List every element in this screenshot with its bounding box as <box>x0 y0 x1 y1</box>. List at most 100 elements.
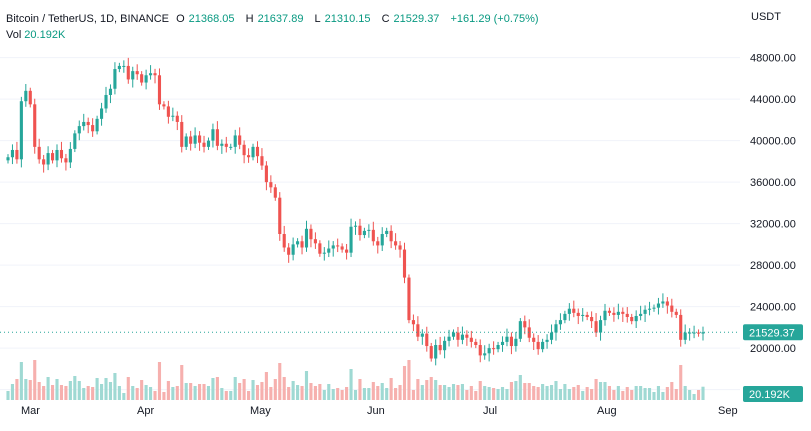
volume-bars <box>6 360 705 400</box>
volume-bar <box>282 377 286 400</box>
volume-bar <box>340 390 344 400</box>
volume-bar <box>594 379 598 400</box>
volume-bar <box>91 387 95 400</box>
candle-body <box>10 149 15 158</box>
candle-body <box>581 314 585 316</box>
candle-body <box>469 337 473 342</box>
volume-bar <box>683 386 687 400</box>
volume-bar <box>251 380 255 400</box>
candle-body <box>37 146 41 160</box>
candle-body <box>229 146 233 148</box>
candle-body <box>523 321 527 328</box>
candle-body <box>175 115 179 122</box>
candle-body <box>576 312 580 316</box>
volume-bar <box>394 388 398 400</box>
candle-body <box>572 308 576 313</box>
volume-bar <box>407 360 411 400</box>
volume-bar <box>242 379 246 400</box>
volume-bar <box>42 386 46 400</box>
volume-bar <box>585 387 589 400</box>
volume-bar <box>162 392 166 400</box>
candle-body <box>643 309 647 314</box>
candle-body <box>349 226 353 253</box>
volume-bar <box>674 389 678 400</box>
price-axis: 48000.00 44000.00 40000.00 36000.00 32000.00… <box>750 53 796 397</box>
volume-bar <box>46 377 50 400</box>
candle-body <box>536 341 540 350</box>
candle-body <box>590 317 594 322</box>
volume-bar <box>131 386 135 400</box>
volume-bar <box>443 385 447 400</box>
volume-bar <box>233 377 237 400</box>
candle-body <box>264 165 268 183</box>
currency-label[interactable]: USDT <box>751 11 781 23</box>
volume-bar <box>532 386 536 400</box>
candle-body <box>180 121 184 147</box>
volume-bar <box>166 381 170 400</box>
volume-bar <box>549 385 554 400</box>
y-tick-label: 36000.00 <box>750 177 796 189</box>
candle-body <box>679 314 683 340</box>
candle-body <box>438 345 442 351</box>
volume-bar <box>238 383 242 400</box>
symbol-title[interactable]: Bitcoin / TetherUS, 1D, BINANCE <box>6 13 170 25</box>
volume-bar <box>581 391 585 400</box>
candle-body <box>322 252 326 254</box>
candle-body <box>429 346 433 359</box>
candle-body <box>86 121 90 126</box>
volume-bar <box>612 390 616 400</box>
x-tick-label: Jun <box>367 405 385 417</box>
candle-body <box>407 277 411 321</box>
volume-bar <box>701 386 705 400</box>
volume-bar <box>211 378 215 400</box>
candle-body <box>50 153 55 161</box>
candle-body <box>460 334 464 340</box>
volume-bar <box>411 390 415 400</box>
candle-body <box>683 332 687 340</box>
close-field: C 21529.37 <box>381 13 440 25</box>
candle-body <box>701 332 705 334</box>
y-tick-label: 32000.00 <box>750 219 796 231</box>
candle-body <box>692 332 696 334</box>
volume-bar <box>371 382 375 400</box>
candle-body <box>171 115 175 117</box>
candle-body <box>122 65 126 67</box>
volume-bar <box>621 391 625 400</box>
candle-body <box>567 308 571 314</box>
high-field: H 21637.89 <box>245 13 304 25</box>
candle-body <box>91 125 95 132</box>
volume-bar <box>590 389 594 400</box>
candle-body <box>545 339 549 342</box>
candle-body <box>385 230 389 235</box>
candle-body <box>242 144 246 156</box>
candle-body <box>487 348 491 354</box>
volume-value: 20.192K <box>24 29 66 41</box>
volume-bar <box>679 365 683 400</box>
volume-bar <box>652 392 656 400</box>
volume-bar <box>37 382 41 400</box>
volume-bar <box>460 384 464 400</box>
candle-body <box>398 245 402 250</box>
volume-bar <box>10 384 15 400</box>
volume-bar <box>113 373 117 400</box>
volume-bar <box>180 365 184 400</box>
candle-body <box>505 336 509 342</box>
candle-body <box>336 245 340 247</box>
volume-bar <box>193 386 197 400</box>
candle-body <box>358 225 362 236</box>
candle-body <box>598 320 603 333</box>
volume-bar <box>518 375 522 400</box>
volume-bar <box>64 386 68 400</box>
volume-bar <box>576 385 580 400</box>
volume-bar <box>327 384 331 400</box>
volume-bar <box>670 382 674 400</box>
volume-bar <box>541 384 545 400</box>
volume-bar <box>86 386 90 400</box>
candle-body <box>215 129 219 146</box>
candle-body <box>465 334 469 338</box>
candle-body <box>95 118 99 132</box>
candle-body <box>247 155 251 158</box>
volume-bar <box>630 390 634 400</box>
